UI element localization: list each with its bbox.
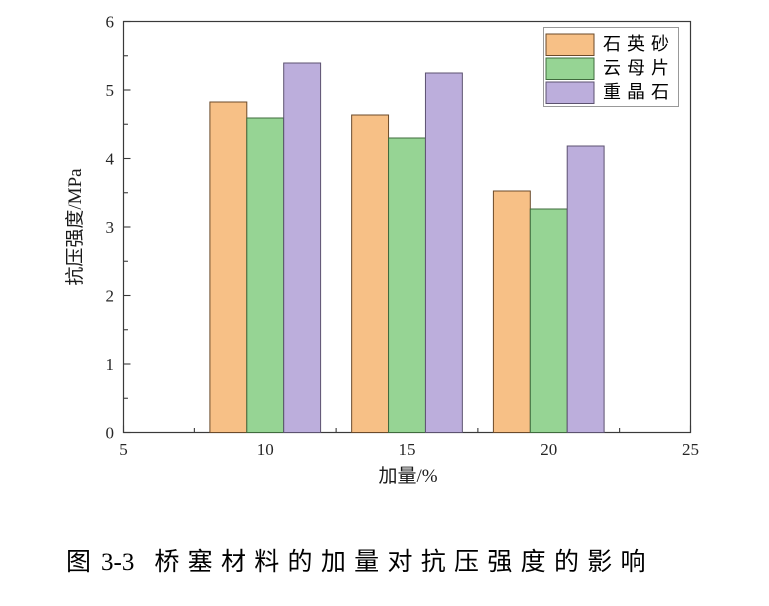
svg-text:0: 0 <box>106 424 115 443</box>
svg-text:5: 5 <box>106 81 115 100</box>
svg-text:25: 25 <box>682 440 699 459</box>
svg-text:重晶石: 重晶石 <box>603 82 669 102</box>
svg-text:20: 20 <box>540 440 557 459</box>
svg-text:加量/%: 加量/% <box>378 465 437 487</box>
svg-text:4: 4 <box>106 150 115 169</box>
svg-text:石英砂: 石英砂 <box>603 34 669 54</box>
svg-text:5: 5 <box>119 440 128 459</box>
svg-text:2: 2 <box>106 287 115 306</box>
svg-text:6: 6 <box>106 13 115 32</box>
svg-text:云母片: 云母片 <box>603 58 669 78</box>
svg-text:1: 1 <box>106 355 115 374</box>
svg-text:抗压强度/MPa: 抗压强度/MPa <box>64 168 86 286</box>
svg-text:15: 15 <box>399 440 416 459</box>
svg-text:3: 3 <box>106 218 115 237</box>
svg-text:10: 10 <box>257 440 274 459</box>
